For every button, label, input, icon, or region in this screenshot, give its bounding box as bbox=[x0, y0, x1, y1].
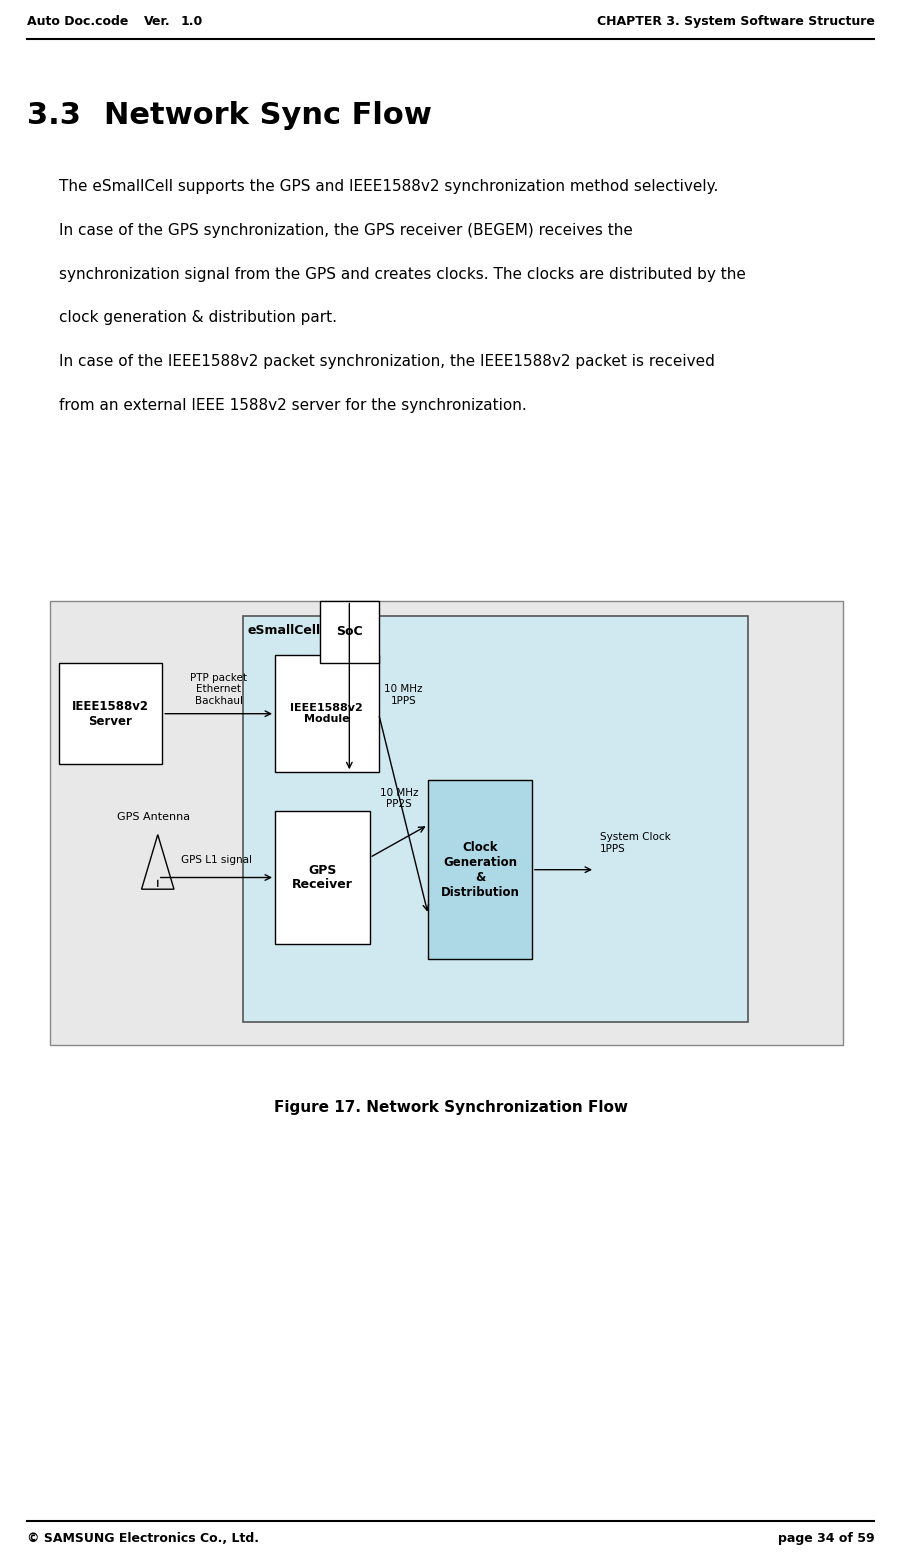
FancyBboxPatch shape bbox=[320, 601, 379, 663]
Text: 10 MHz
PP2S: 10 MHz PP2S bbox=[379, 788, 418, 810]
Text: GPS L1 signal: GPS L1 signal bbox=[181, 855, 251, 864]
Text: page 34 of 59: page 34 of 59 bbox=[778, 1532, 874, 1544]
Text: CHAPTER 3. System Software Structure: CHAPTER 3. System Software Structure bbox=[597, 16, 874, 28]
Text: Network Sync Flow: Network Sync Flow bbox=[104, 101, 432, 131]
Text: In case of the GPS synchronization, the GPS receiver (BEGEM) receives the: In case of the GPS synchronization, the … bbox=[59, 223, 633, 239]
FancyBboxPatch shape bbox=[428, 780, 532, 959]
Text: clock generation & distribution part.: clock generation & distribution part. bbox=[59, 310, 336, 326]
FancyBboxPatch shape bbox=[243, 616, 748, 1022]
FancyBboxPatch shape bbox=[275, 655, 379, 772]
Text: © SAMSUNG Electronics Co., Ltd.: © SAMSUNG Electronics Co., Ltd. bbox=[27, 1532, 259, 1544]
Text: Clock
Generation
&
Distribution: Clock Generation & Distribution bbox=[440, 841, 519, 899]
Text: 3.3: 3.3 bbox=[27, 101, 81, 131]
Text: 1.0: 1.0 bbox=[181, 16, 203, 28]
Text: The eSmallCell supports the GPS and IEEE1588v2 synchronization method selectivel: The eSmallCell supports the GPS and IEEE… bbox=[59, 179, 718, 195]
FancyBboxPatch shape bbox=[50, 601, 843, 1045]
Text: from an external IEEE 1588v2 server for the synchronization.: from an external IEEE 1588v2 server for … bbox=[59, 398, 526, 413]
Text: IEEE1588v2
Module: IEEE1588v2 Module bbox=[290, 704, 363, 724]
Text: PTP packet
Ethernet
Backhaul: PTP packet Ethernet Backhaul bbox=[190, 672, 247, 705]
Text: eSmallCell: eSmallCell bbox=[248, 624, 321, 636]
FancyBboxPatch shape bbox=[275, 811, 369, 944]
Text: Figure 17. Network Synchronization Flow: Figure 17. Network Synchronization Flow bbox=[274, 1100, 628, 1115]
Text: Auto Doc.code: Auto Doc.code bbox=[27, 16, 128, 28]
Text: GPS
Receiver: GPS Receiver bbox=[292, 864, 353, 891]
Text: synchronization signal from the GPS and creates clocks. The clocks are distribut: synchronization signal from the GPS and … bbox=[59, 267, 745, 282]
Text: Ver.: Ver. bbox=[145, 16, 171, 28]
Text: In case of the IEEE1588v2 packet synchronization, the IEEE1588v2 packet is recei: In case of the IEEE1588v2 packet synchro… bbox=[59, 354, 715, 370]
Text: 10 MHz
1PPS: 10 MHz 1PPS bbox=[384, 685, 423, 705]
Text: System Clock
1PPS: System Clock 1PPS bbox=[600, 833, 670, 855]
FancyBboxPatch shape bbox=[59, 663, 162, 764]
Text: IEEE1588v2
Server: IEEE1588v2 Server bbox=[72, 700, 149, 727]
Text: SoC: SoC bbox=[336, 626, 363, 638]
Text: GPS Antenna: GPS Antenna bbox=[117, 813, 190, 822]
